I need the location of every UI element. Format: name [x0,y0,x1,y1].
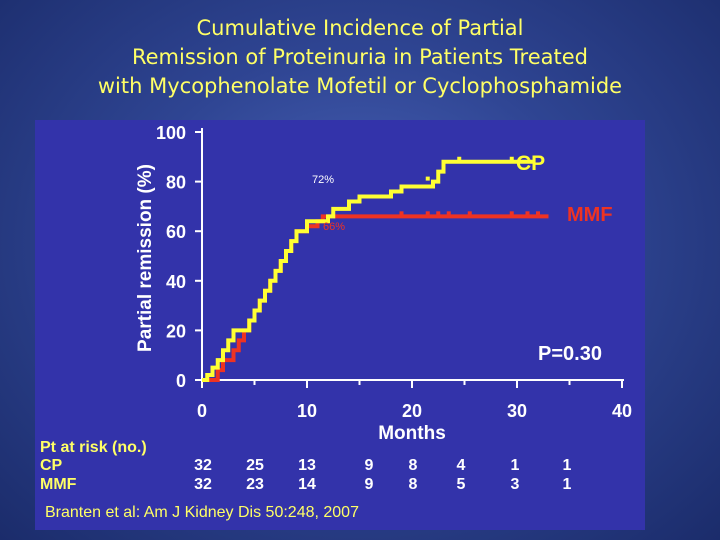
risk-cell: 8 [409,476,418,493]
cp-censor-mark [457,156,462,161]
risk-table-heading: Pt at risk (no.) [40,439,147,456]
mmf-censor-mark [446,211,451,216]
x-tick-label: 0 [197,401,207,421]
y-tick-label: 80 [166,173,186,193]
title-line-3: with Mycophenolate Mofetil or Cyclophosp… [97,74,623,98]
cp-curve [202,159,533,382]
risk-row-label: MMF [40,476,77,493]
cp-label: CP [516,152,545,175]
risk-cell: 1 [563,476,572,493]
x-tick-label: 30 [507,401,527,421]
risk-cell: 25 [246,457,264,474]
mmf-label: MMF [567,204,613,226]
y-axis-label: Partial remission (%) [135,164,156,352]
risk-cell: 1 [563,457,572,474]
mmf-censor-mark [399,211,404,216]
mmf-censor-mark [536,211,540,216]
risk-cell: 32 [194,457,212,474]
slide-title: Cumulative Incidence of Partial Remissio… [0,14,720,101]
risk-cell: 9 [365,476,374,493]
risk-cell: 9 [365,457,374,474]
cp-percent-annotation: 72% [312,174,334,186]
risk-cell: 5 [457,476,466,493]
mmf-censor-mark [467,211,472,216]
risk-cell: 1 [511,457,520,474]
title-line-1: Cumulative Incidence of Partial [196,16,524,40]
y-tick-label: 100 [156,123,186,143]
risk-cell: 14 [298,476,316,493]
y-tick-label: 20 [166,321,186,341]
p-value: P=0.30 [538,343,602,365]
x-tick-label: 20 [402,401,422,421]
y-tick-label: 60 [166,222,186,242]
x-axis-label: Months [378,423,446,444]
x-tick-label: 40 [612,401,632,421]
risk-row-label: CP [40,457,63,474]
cp-censor-mark [425,176,430,181]
cp-censor-mark [509,156,514,161]
risk-cell: 4 [457,457,466,474]
mmf-censor-mark [436,211,441,216]
risk-cell: 23 [246,476,264,493]
mmf-percent-annotation: 66% [323,221,345,233]
mmf-censor-mark [509,211,514,216]
risk-cell: 13 [298,457,316,474]
y-tick-label: 0 [176,371,186,391]
citation: Branten et al: Am J Kidney Dis 50:248, 2… [45,504,359,521]
mmf-censor-mark [425,211,430,216]
x-tick-label: 10 [297,401,317,421]
risk-cell: 3 [511,476,520,493]
title-line-2: Remission of Proteinuria in Patients Tre… [131,45,588,69]
mmf-censor-mark [525,211,530,216]
risk-cell: 32 [194,476,212,493]
y-tick-label: 40 [166,272,186,292]
chart-panel [35,120,645,530]
risk-cell: 8 [409,457,418,474]
mmf-curve [202,214,549,382]
